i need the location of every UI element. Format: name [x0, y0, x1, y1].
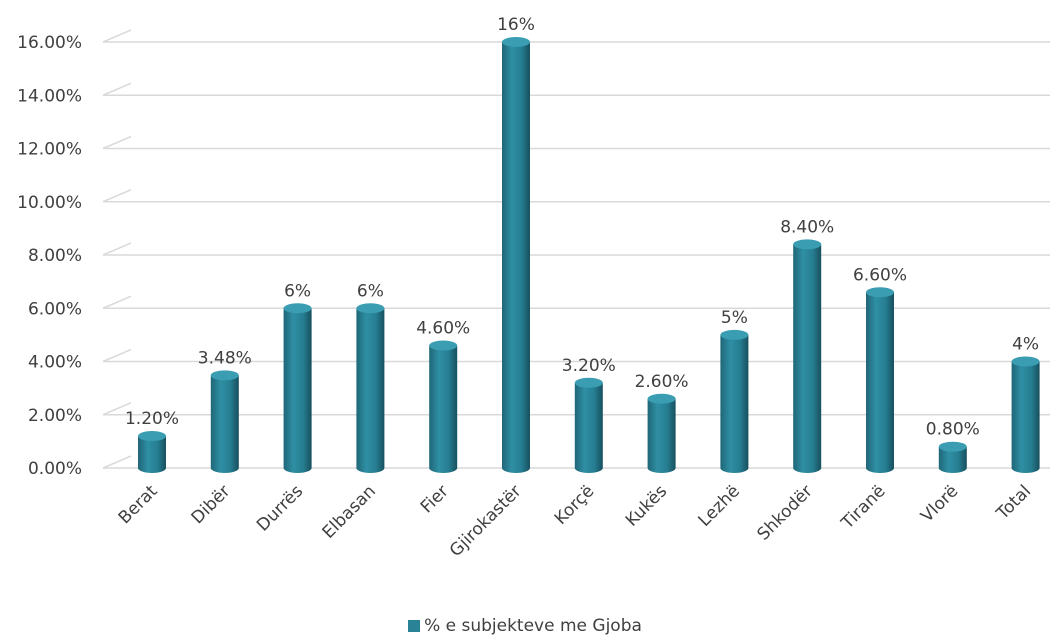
bar [647, 393, 676, 473]
data-label: 0.80% [926, 420, 980, 440]
gridlines [102, 29, 1050, 469]
bar-body [938, 446, 967, 473]
bar-body [429, 345, 458, 473]
y-tick-label: 10.00% [17, 193, 82, 213]
bar-body [502, 42, 530, 473]
bar [502, 37, 530, 473]
bar [574, 377, 603, 473]
bar-body [793, 244, 822, 473]
gridline-depth [102, 189, 132, 203]
data-label: 5% [721, 308, 748, 328]
bar [356, 303, 385, 473]
data-labels: 1.20% 3.48% 6% 6% 4.60% 16% 3.20% 2.60% 5% 8.40% 6… [125, 15, 1039, 440]
category-label: Gjirokastër [446, 481, 526, 561]
bar-chart: 0.00% 2.00% 4.00% 6.00% 8.00% 10.00% 12.00% 14.… [17, 15, 1050, 561]
bar [138, 431, 166, 473]
y-tick-label: 14.00% [17, 86, 82, 106]
gridline-depth [102, 29, 132, 43]
data-label: 3.48% [198, 348, 252, 368]
y-tick-label: 8.00% [28, 246, 82, 266]
category-label: Kukës [622, 481, 671, 530]
data-label: 4% [1012, 335, 1039, 355]
data-label: 3.20% [562, 356, 616, 376]
gridline-depth [102, 295, 132, 309]
bar [283, 303, 312, 473]
category-label: Shkodër [753, 481, 816, 544]
bar-cap [429, 340, 458, 351]
bar-cap [938, 441, 967, 452]
category-label: Dibër [188, 481, 235, 528]
bar [866, 287, 894, 473]
gridline-depth [102, 82, 132, 96]
bar [938, 441, 967, 473]
bar-cap [793, 239, 822, 250]
y-tick-label: 0.00% [28, 459, 82, 479]
y-tick-label: 6.00% [28, 299, 82, 319]
bars [138, 37, 1040, 473]
data-label: 6.60% [853, 265, 907, 285]
gridline-depth [102, 135, 132, 150]
y-axis-tick-labels: 0.00% 2.00% 4.00% 6.00% 8.00% 10.00% 12.00% 14.… [17, 33, 82, 479]
category-label: Tiranë [837, 481, 889, 533]
bar-cap [356, 303, 385, 314]
y-tick-label: 12.00% [17, 140, 82, 160]
bar-body [647, 398, 676, 473]
data-label: 4.60% [416, 319, 470, 339]
gridline-depth [102, 455, 132, 469]
legend-label: % e subjekteve me Gjoba [424, 616, 642, 636]
gridline-depth [102, 348, 132, 363]
legend-swatch [408, 620, 421, 632]
bar-cap [283, 303, 312, 314]
y-tick-label: 2.00% [28, 406, 82, 426]
legend: % e subjekteve me Gjoba [0, 616, 1050, 636]
category-label: Vlorë [917, 481, 962, 526]
category-label: Berat [115, 481, 162, 528]
bar-body [210, 375, 239, 473]
bar-cap [138, 431, 166, 442]
category-label: Total [992, 481, 1035, 524]
bar-cap [502, 37, 530, 47]
data-label: 6% [357, 281, 384, 301]
bar-body [356, 308, 385, 473]
bar-body [138, 436, 166, 473]
bar-body [866, 292, 894, 473]
bar-body [720, 334, 749, 473]
bar-cap [210, 370, 239, 381]
gridline-depth [102, 242, 132, 256]
bar-cap [866, 287, 894, 298]
category-label: Elbasan [319, 481, 380, 542]
category-label: Korçë [551, 481, 598, 528]
y-tick-label: 4.00% [28, 353, 82, 373]
bar-cap [1011, 356, 1040, 367]
bar [210, 370, 239, 473]
data-label: 6% [284, 281, 311, 301]
bar-cap [720, 329, 749, 340]
data-label: 8.40% [780, 217, 834, 237]
bar-body [574, 382, 603, 473]
bar [720, 329, 749, 473]
bar [429, 340, 458, 473]
bar-body [1011, 361, 1040, 473]
category-label: Lezhë [695, 481, 744, 530]
bar-cap [647, 393, 676, 404]
data-label: 2.60% [635, 372, 689, 392]
bar-cap [574, 377, 603, 388]
bar [1011, 356, 1040, 473]
y-tick-label: 16.00% [17, 33, 82, 53]
bar-body [283, 308, 312, 473]
category-label: Fier [417, 481, 453, 517]
gridline-depth [102, 402, 132, 416]
data-label: 1.20% [125, 409, 179, 429]
category-label: Durrës [253, 481, 307, 535]
data-label: 16% [497, 15, 535, 35]
bar [793, 239, 822, 473]
